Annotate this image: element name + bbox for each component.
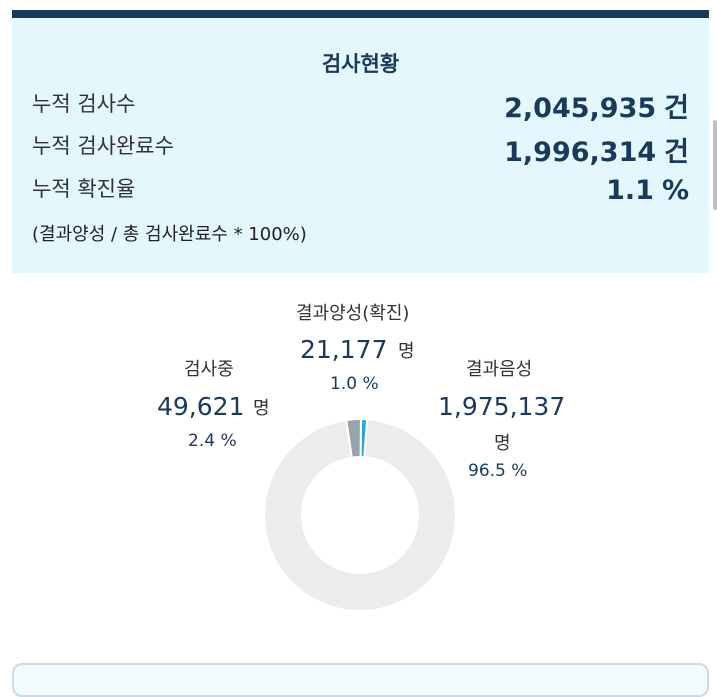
- positive-slice-unit: 명: [398, 341, 415, 362]
- positive-slice-label: 결과양성(확진): [296, 303, 410, 324]
- total-tests-unit: 건: [664, 93, 689, 124]
- positive-rate-label: 누적 확진율: [32, 177, 136, 201]
- completed-tests-unit: 건: [664, 137, 689, 168]
- testing-slice-unit: 명: [253, 398, 270, 419]
- completed-tests-label: 누적 검사완료수: [32, 134, 174, 158]
- negative-slice-label: 결과음성: [466, 359, 533, 380]
- total-tests-label: 누적 검사수: [32, 92, 136, 116]
- positive-rate-value: 1.1%: [606, 175, 689, 206]
- summary-title: 검사현황: [321, 52, 400, 76]
- testing-slice-pct: 2.4 %: [188, 431, 237, 451]
- top-strip: [0, 0, 717, 10]
- negative-slice-unit: 명: [494, 433, 511, 454]
- positive-slice-pct: 1.0 %: [330, 374, 379, 394]
- test-status-summary: 검사현황 누적 검사수 2,045,935 건 누적 검사완료수 1,996,31…: [12, 18, 709, 273]
- scrollbar[interactable]: [713, 120, 717, 210]
- positive-slice-value: 21,177: [300, 335, 388, 364]
- positive-rate-number: 1.1: [606, 175, 654, 206]
- testing-slice-value: 49,621: [157, 392, 245, 421]
- test-result-chart: 결과양성(확진) 21,177 명 1.0 % 검사중 49,621 명 2.4…: [0, 273, 717, 663]
- donut-slice-2[interactable]: [345, 418, 362, 459]
- negative-slice-pct: 96.5 %: [468, 461, 528, 481]
- donut-chart: [263, 417, 457, 612]
- donut-slice-1[interactable]: [263, 418, 457, 612]
- completed-tests-number: 1,996,314: [504, 137, 657, 168]
- total-tests-number: 2,045,935: [504, 93, 657, 124]
- testing-slice-label: 검사중: [184, 359, 234, 380]
- total-tests-value: 2,045,935 건: [504, 86, 689, 125]
- completed-tests-value: 1,996,314 건: [504, 130, 689, 169]
- bottom-panel: [12, 663, 709, 697]
- negative-slice-value: 1,975,137: [438, 392, 566, 421]
- positive-rate-formula: (결과양성 / 총 검사완료수 * 100%): [32, 224, 307, 245]
- positive-rate-unit: %: [661, 175, 689, 206]
- header-accent-bar: [12, 10, 709, 18]
